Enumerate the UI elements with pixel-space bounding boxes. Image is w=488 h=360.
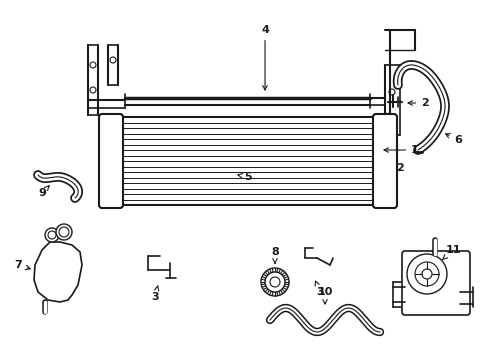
Circle shape [269, 277, 280, 287]
Circle shape [264, 272, 285, 292]
Text: 11: 11 [442, 245, 460, 260]
FancyBboxPatch shape [99, 114, 123, 208]
Circle shape [406, 254, 446, 294]
Text: 9: 9 [38, 186, 49, 198]
Text: 3: 3 [314, 281, 323, 297]
Text: 6: 6 [445, 134, 461, 145]
Text: 5: 5 [237, 172, 251, 182]
Circle shape [90, 87, 96, 93]
Text: 8: 8 [270, 247, 278, 263]
Circle shape [48, 231, 56, 239]
Text: 7: 7 [14, 260, 30, 270]
Circle shape [388, 114, 394, 120]
Bar [118, 117, 377, 205]
Polygon shape [34, 242, 82, 302]
Text: 3: 3 [151, 286, 159, 302]
Circle shape [388, 89, 394, 95]
Circle shape [59, 227, 69, 237]
Circle shape [45, 228, 59, 242]
Text: 2: 2 [407, 98, 428, 108]
Text: 10: 10 [317, 287, 332, 304]
FancyBboxPatch shape [372, 114, 396, 208]
FancyBboxPatch shape [401, 251, 469, 315]
Circle shape [414, 262, 438, 286]
Circle shape [110, 57, 116, 63]
Text: 1: 1 [383, 145, 418, 155]
Circle shape [90, 62, 96, 68]
Text: 2: 2 [375, 163, 403, 173]
Circle shape [261, 268, 288, 296]
Circle shape [421, 269, 431, 279]
Text: 4: 4 [261, 25, 268, 90]
Circle shape [56, 224, 72, 240]
